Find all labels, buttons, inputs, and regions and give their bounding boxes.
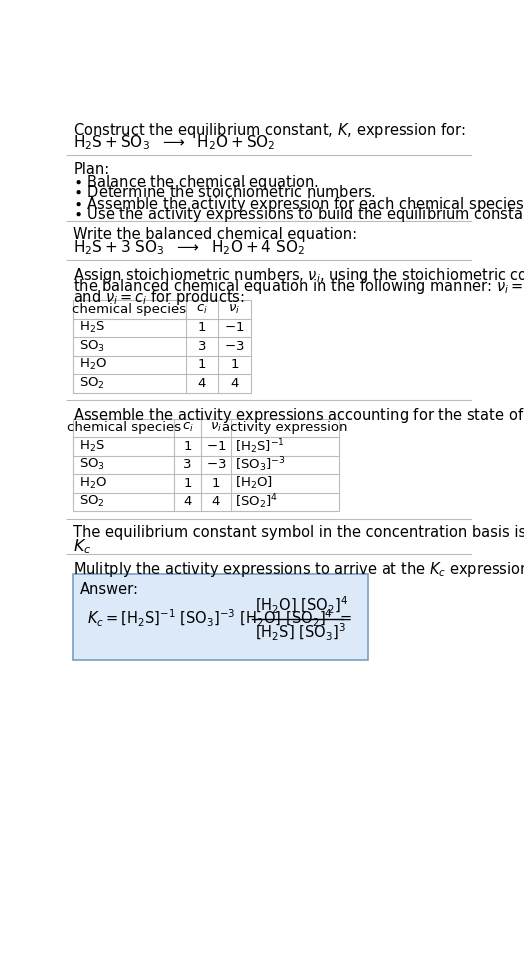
Text: Answer:: Answer: bbox=[80, 582, 138, 597]
Text: $\mathrm{[SO_2]^4}$: $\mathrm{[SO_2]^4}$ bbox=[235, 492, 278, 511]
Text: $\mathrm{SO_2}$: $\mathrm{SO_2}$ bbox=[80, 376, 105, 391]
Text: chemical species: chemical species bbox=[67, 422, 181, 434]
Text: Mulitply the activity expressions to arrive at the $K_c$ expression:: Mulitply the activity expressions to arr… bbox=[73, 560, 524, 579]
Text: $\mathrm{[H_2O]\ [SO_2]^4}$: $\mathrm{[H_2O]\ [SO_2]^4}$ bbox=[255, 595, 348, 616]
Text: Assemble the activity expressions accounting for the state of matter and $\nu_i$: Assemble the activity expressions accoun… bbox=[73, 407, 524, 426]
Text: $-1$: $-1$ bbox=[224, 321, 245, 334]
Text: $-1$: $-1$ bbox=[206, 440, 226, 453]
Text: Write the balanced chemical equation:: Write the balanced chemical equation: bbox=[73, 227, 357, 242]
Text: $\bullet$ Assemble the activity expression for each chemical species.: $\bullet$ Assemble the activity expressi… bbox=[73, 195, 524, 213]
Text: Plan:: Plan: bbox=[73, 161, 110, 177]
Text: 1: 1 bbox=[198, 321, 206, 334]
FancyBboxPatch shape bbox=[73, 300, 250, 392]
FancyBboxPatch shape bbox=[73, 419, 339, 511]
Text: chemical species: chemical species bbox=[72, 303, 187, 316]
Text: 3: 3 bbox=[183, 458, 192, 472]
Text: $\mathrm{H_2S}$: $\mathrm{H_2S}$ bbox=[80, 320, 105, 335]
Text: $\mathrm{[H_2S]\ [SO_3]^3}$: $\mathrm{[H_2S]\ [SO_3]^3}$ bbox=[255, 622, 346, 643]
Text: $c_i$: $c_i$ bbox=[182, 421, 193, 434]
Text: activity expression: activity expression bbox=[222, 422, 347, 434]
Text: $-3$: $-3$ bbox=[205, 458, 226, 472]
Text: the balanced chemical equation in the following manner: $\nu_i = -c_i$ for react: the balanced chemical equation in the fo… bbox=[73, 277, 524, 296]
Text: $\mathrm{[H_2O]}$: $\mathrm{[H_2O]}$ bbox=[235, 476, 274, 491]
Text: $-3$: $-3$ bbox=[224, 340, 245, 353]
Text: $4$: $4$ bbox=[230, 377, 239, 390]
Text: 1: 1 bbox=[183, 477, 192, 490]
Text: Assign stoichiometric numbers, $\nu_i$, using the stoichiometric coefficients, $: Assign stoichiometric numbers, $\nu_i$, … bbox=[73, 266, 524, 285]
Text: $\bullet$ Determine the stoichiometric numbers.: $\bullet$ Determine the stoichiometric n… bbox=[73, 184, 376, 200]
Text: $\bullet$ Use the activity expressions to build the equilibrium constant express: $\bullet$ Use the activity expressions t… bbox=[73, 206, 524, 225]
Text: $1$: $1$ bbox=[230, 358, 239, 371]
Text: and $\nu_i = c_i$ for products:: and $\nu_i = c_i$ for products: bbox=[73, 287, 245, 307]
Text: $c_i$: $c_i$ bbox=[196, 303, 208, 316]
Text: $\nu_i$: $\nu_i$ bbox=[210, 421, 222, 434]
Text: 4: 4 bbox=[183, 495, 192, 508]
Text: $K_c$: $K_c$ bbox=[73, 537, 92, 556]
Text: $K_c = \mathrm{[H_2S]^{-1}\ [SO_3]^{-3}\ [H_2O]\ [SO_2]^4}\ =$: $K_c = \mathrm{[H_2S]^{-1}\ [SO_3]^{-3}\… bbox=[87, 608, 352, 629]
Text: $\mathrm{SO_3}$: $\mathrm{SO_3}$ bbox=[80, 457, 105, 473]
Text: $\mathrm{[SO_3]^{-3}}$: $\mathrm{[SO_3]^{-3}}$ bbox=[235, 456, 286, 474]
Text: 4: 4 bbox=[198, 377, 206, 390]
Text: $\mathrm{H_2O}$: $\mathrm{H_2O}$ bbox=[80, 476, 107, 491]
Text: 1: 1 bbox=[198, 358, 206, 371]
Text: $\mathrm{[H_2S]^{-1}}$: $\mathrm{[H_2S]^{-1}}$ bbox=[235, 437, 285, 456]
Text: $\nu_i$: $\nu_i$ bbox=[228, 303, 241, 316]
Text: $4$: $4$ bbox=[211, 495, 221, 508]
Text: 1: 1 bbox=[183, 440, 192, 453]
Text: $\bullet$ Balance the chemical equation.: $\bullet$ Balance the chemical equation. bbox=[73, 173, 319, 192]
Text: $1$: $1$ bbox=[211, 477, 221, 490]
Text: Construct the equilibrium constant, $K$, expression for:: Construct the equilibrium constant, $K$,… bbox=[73, 121, 466, 140]
Text: $\mathrm{H_2O}$: $\mathrm{H_2O}$ bbox=[80, 357, 107, 372]
Text: The equilibrium constant symbol in the concentration basis is:: The equilibrium constant symbol in the c… bbox=[73, 525, 524, 540]
Text: $\mathrm{H_2S + 3\ SO_3}$  $\longrightarrow$  $\mathrm{H_2O + 4\ SO_2}$: $\mathrm{H_2S + 3\ SO_3}$ $\longrightarr… bbox=[73, 238, 305, 258]
Text: $\mathrm{SO_2}$: $\mathrm{SO_2}$ bbox=[80, 494, 105, 509]
FancyBboxPatch shape bbox=[73, 575, 368, 660]
Text: 3: 3 bbox=[198, 340, 206, 353]
Text: $\mathrm{H_2S + SO_3}$  $\longrightarrow$  $\mathrm{H_2O + SO_2}$: $\mathrm{H_2S + SO_3}$ $\longrightarrow$… bbox=[73, 134, 276, 153]
Text: $\mathrm{SO_3}$: $\mathrm{SO_3}$ bbox=[80, 339, 105, 354]
Text: $\mathrm{H_2S}$: $\mathrm{H_2S}$ bbox=[80, 439, 105, 454]
